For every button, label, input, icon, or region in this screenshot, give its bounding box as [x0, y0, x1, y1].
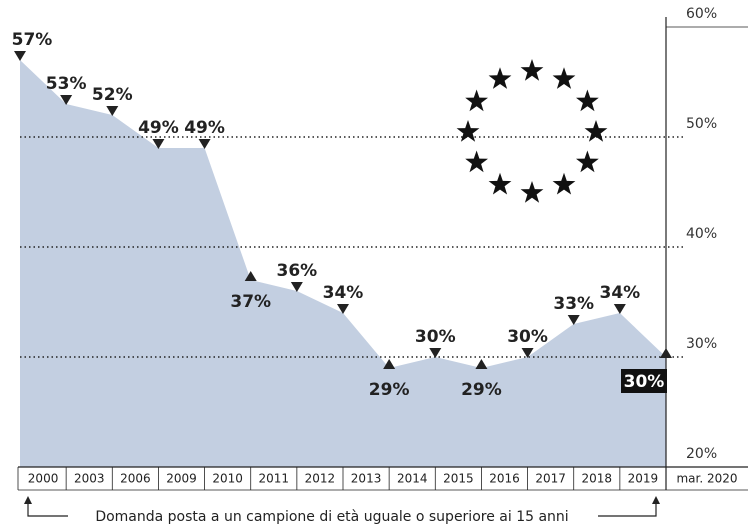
x-tick-label: 2010 [212, 472, 243, 486]
marker [152, 139, 165, 149]
star [576, 150, 599, 173]
x-tick-label: 2018 [582, 472, 613, 486]
x-tick-label: 2012 [305, 472, 336, 486]
y-tick-label: 50% [686, 116, 717, 132]
bracket-arrows [24, 496, 660, 504]
value-label: 36% [277, 261, 318, 281]
value-label: 49% [138, 118, 179, 138]
y-tick-label: 60% [686, 6, 717, 22]
x-tick-label: 2015 [443, 472, 474, 486]
marker [475, 359, 488, 369]
y-tick-label: 30% [686, 336, 717, 352]
x-tick-label: 2006 [120, 472, 151, 486]
star [488, 172, 512, 195]
star [552, 172, 576, 195]
star [488, 67, 512, 89]
star [576, 89, 599, 112]
star [520, 59, 544, 81]
marker [198, 139, 211, 149]
x-tick-label: 2013 [351, 472, 382, 486]
marker [567, 315, 580, 325]
marker [660, 348, 672, 358]
bracket [27, 502, 657, 517]
value-label: 29% [461, 380, 502, 400]
value-label: 29% [369, 380, 410, 400]
value-label: 34% [600, 283, 641, 303]
x-tick-label: 2011 [259, 472, 290, 486]
marker [290, 282, 303, 292]
marker [521, 348, 534, 358]
x-tick-label: 2019 [628, 472, 659, 486]
star [584, 120, 608, 142]
marker [60, 95, 73, 105]
x-tick-label: 2003 [74, 472, 105, 486]
value-label: 49% [184, 118, 225, 138]
value-label: 33% [553, 294, 594, 314]
marker [106, 106, 119, 116]
eu-flag-stars [456, 59, 608, 203]
star [465, 89, 488, 112]
marker [613, 304, 626, 314]
x-tick-label: 2017 [535, 472, 566, 486]
x-tick-label: 2009 [166, 472, 197, 486]
value-label: 30% [624, 372, 665, 392]
marker [383, 359, 396, 369]
star [520, 181, 544, 203]
marker [429, 348, 442, 358]
value-label: 34% [323, 283, 364, 303]
star [465, 150, 488, 173]
star [456, 120, 480, 142]
value-label: 57% [12, 30, 53, 50]
value-label: 30% [507, 327, 548, 347]
annotation: Domanda posta a un campione di età ugual… [95, 509, 568, 525]
x-tick-label: mar. 2020 [676, 472, 737, 486]
x-tick-label: 2014 [397, 472, 428, 486]
value-label-box [621, 369, 667, 393]
x-tick-label: 2016 [489, 472, 520, 486]
marker [244, 271, 257, 281]
value-label: 53% [46, 74, 87, 94]
marker [14, 51, 26, 61]
value-label: 37% [230, 292, 271, 312]
value-label: 30% [415, 327, 456, 347]
value-label: 52% [92, 85, 133, 105]
y-tick-label: 20% [686, 446, 717, 462]
x-tick-label: 2000 [28, 472, 59, 486]
star [552, 67, 576, 89]
y-tick-label: 40% [686, 226, 717, 242]
area [20, 60, 666, 467]
marker [337, 304, 349, 314]
